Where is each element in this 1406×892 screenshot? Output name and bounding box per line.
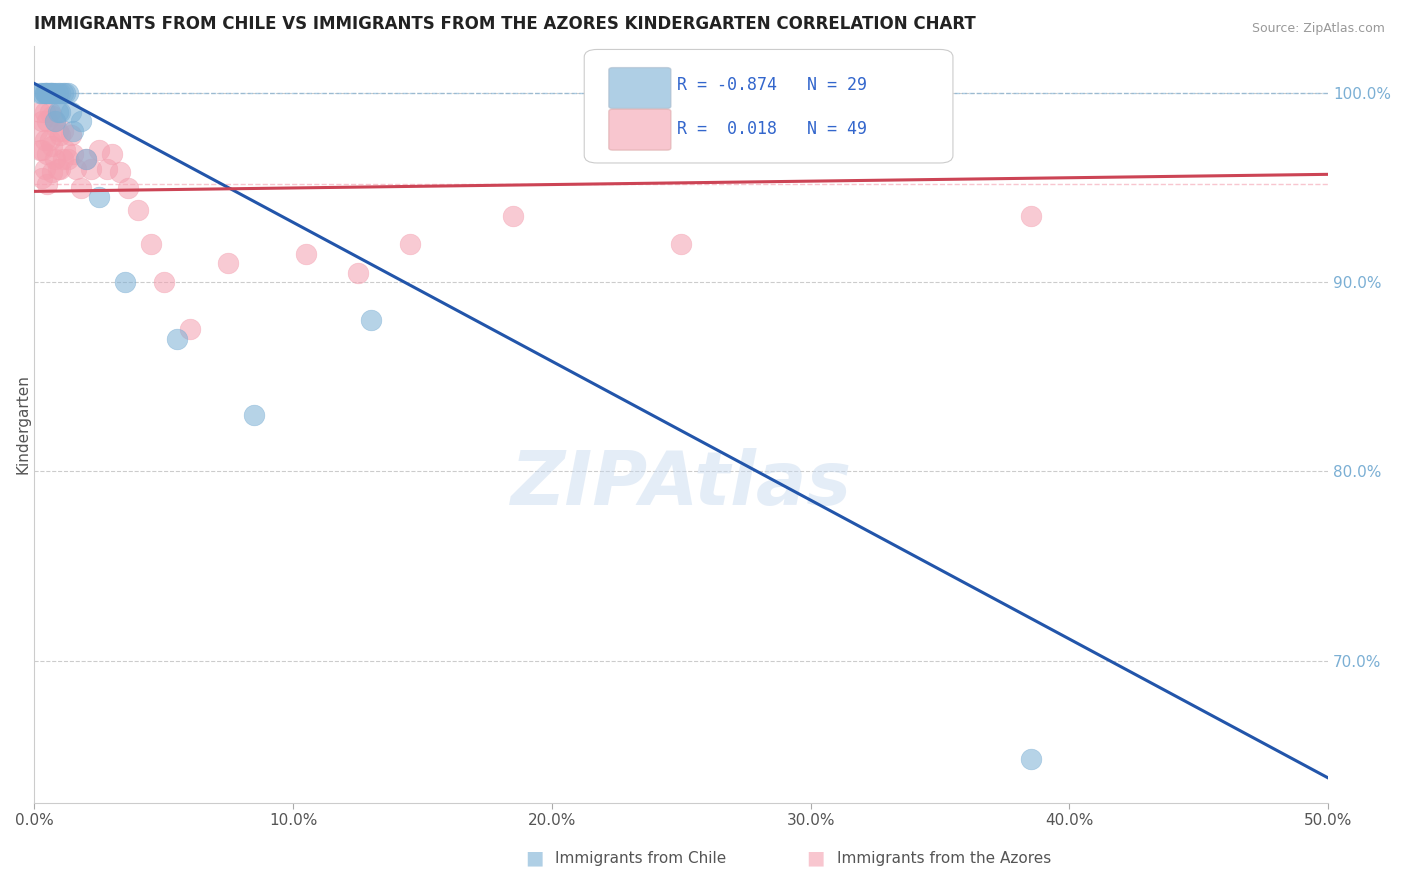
Point [37, 86, 59, 100]
Y-axis label: Kindergarten: Kindergarten [15, 374, 31, 474]
Point [75, 152, 97, 166]
Point [34, 161, 56, 176]
Point [49, 86, 72, 100]
Point [49, 104, 72, 119]
Point [41, 109, 63, 123]
Point [56, 152, 79, 166]
FancyBboxPatch shape [609, 109, 671, 150]
Text: ■: ■ [806, 848, 825, 868]
FancyBboxPatch shape [609, 68, 671, 109]
Point [243, 408, 266, 422]
Text: R = -0.874   N = 29: R = -0.874 N = 29 [678, 76, 868, 94]
Text: R =  0.018   N = 49: R = 0.018 N = 49 [678, 120, 868, 138]
Point [38, 104, 60, 119]
Text: IMMIGRANTS FROM CHILE VS IMMIGRANTS FROM THE AZORES KINDERGARTEN CORRELATION CHA: IMMIGRANTS FROM CHILE VS IMMIGRANTS FROM… [34, 15, 976, 33]
Point [52, 152, 75, 166]
Point [38, 86, 60, 100]
Point [217, 256, 239, 270]
Point [28, 104, 51, 119]
Point [55, 86, 77, 100]
Point [80, 161, 103, 176]
Point [114, 275, 136, 289]
Point [38, 133, 60, 147]
Point [41, 86, 63, 100]
Point [502, 209, 524, 223]
Text: ZIPAtlas: ZIPAtlas [510, 448, 852, 521]
Point [108, 165, 131, 179]
Point [96, 161, 118, 176]
Point [87, 190, 110, 204]
Point [101, 146, 124, 161]
Point [28, 86, 51, 100]
Point [31, 143, 53, 157]
Point [75, 152, 97, 166]
Point [52, 124, 75, 138]
Point [65, 161, 87, 176]
Point [37, 114, 59, 128]
Text: Immigrants from the Azores: Immigrants from the Azores [837, 851, 1050, 865]
Point [37, 177, 59, 191]
Point [31, 171, 53, 186]
Point [46, 104, 69, 119]
Point [152, 275, 174, 289]
Point [1019, 752, 1042, 766]
Point [34, 86, 56, 100]
Point [34, 133, 56, 147]
Point [127, 203, 149, 218]
Point [62, 146, 84, 161]
Text: ■: ■ [524, 848, 544, 868]
Point [34, 86, 56, 100]
Point [34, 104, 56, 119]
Point [62, 124, 84, 138]
Point [44, 114, 66, 128]
Point [70, 180, 93, 194]
Point [360, 313, 382, 327]
Point [1019, 209, 1042, 223]
Point [70, 114, 93, 128]
FancyBboxPatch shape [585, 49, 953, 163]
Point [28, 143, 51, 157]
Text: Immigrants from Chile: Immigrants from Chile [555, 851, 727, 865]
Point [41, 139, 63, 153]
Point [55, 143, 77, 157]
Point [179, 322, 201, 336]
Point [44, 114, 66, 128]
Point [37, 146, 59, 161]
Text: Source: ZipAtlas.com: Source: ZipAtlas.com [1251, 22, 1385, 36]
Point [31, 86, 53, 100]
Point [59, 104, 82, 119]
Point [49, 161, 72, 176]
Point [41, 165, 63, 179]
Point [87, 143, 110, 157]
Point [59, 128, 82, 142]
Point [671, 237, 693, 252]
Point [46, 161, 69, 176]
Point [166, 332, 188, 346]
Point [56, 86, 79, 100]
Point [46, 124, 69, 138]
Point [38, 86, 60, 100]
Point [139, 237, 162, 252]
Point [295, 247, 318, 261]
Point [25, 124, 48, 138]
Point [46, 86, 69, 100]
Point [398, 237, 420, 252]
Point [44, 152, 66, 166]
Point [44, 86, 66, 100]
Point [117, 180, 139, 194]
Point [49, 128, 72, 142]
Point [346, 266, 368, 280]
Point [31, 114, 53, 128]
Point [41, 86, 63, 100]
Point [37, 86, 59, 100]
Point [52, 86, 75, 100]
